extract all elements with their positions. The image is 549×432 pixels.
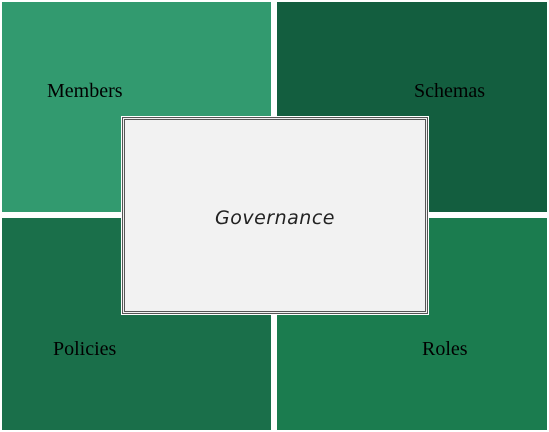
quadrant-label-policies: Policies [53,338,117,360]
center-node-governance: Governance [121,116,429,315]
quadrant-label-members: Members [47,80,123,102]
center-label: Governance [215,206,335,229]
quadrant-label-schemas: Schemas [414,80,486,102]
quadrant-label-roles: Roles [422,338,468,360]
